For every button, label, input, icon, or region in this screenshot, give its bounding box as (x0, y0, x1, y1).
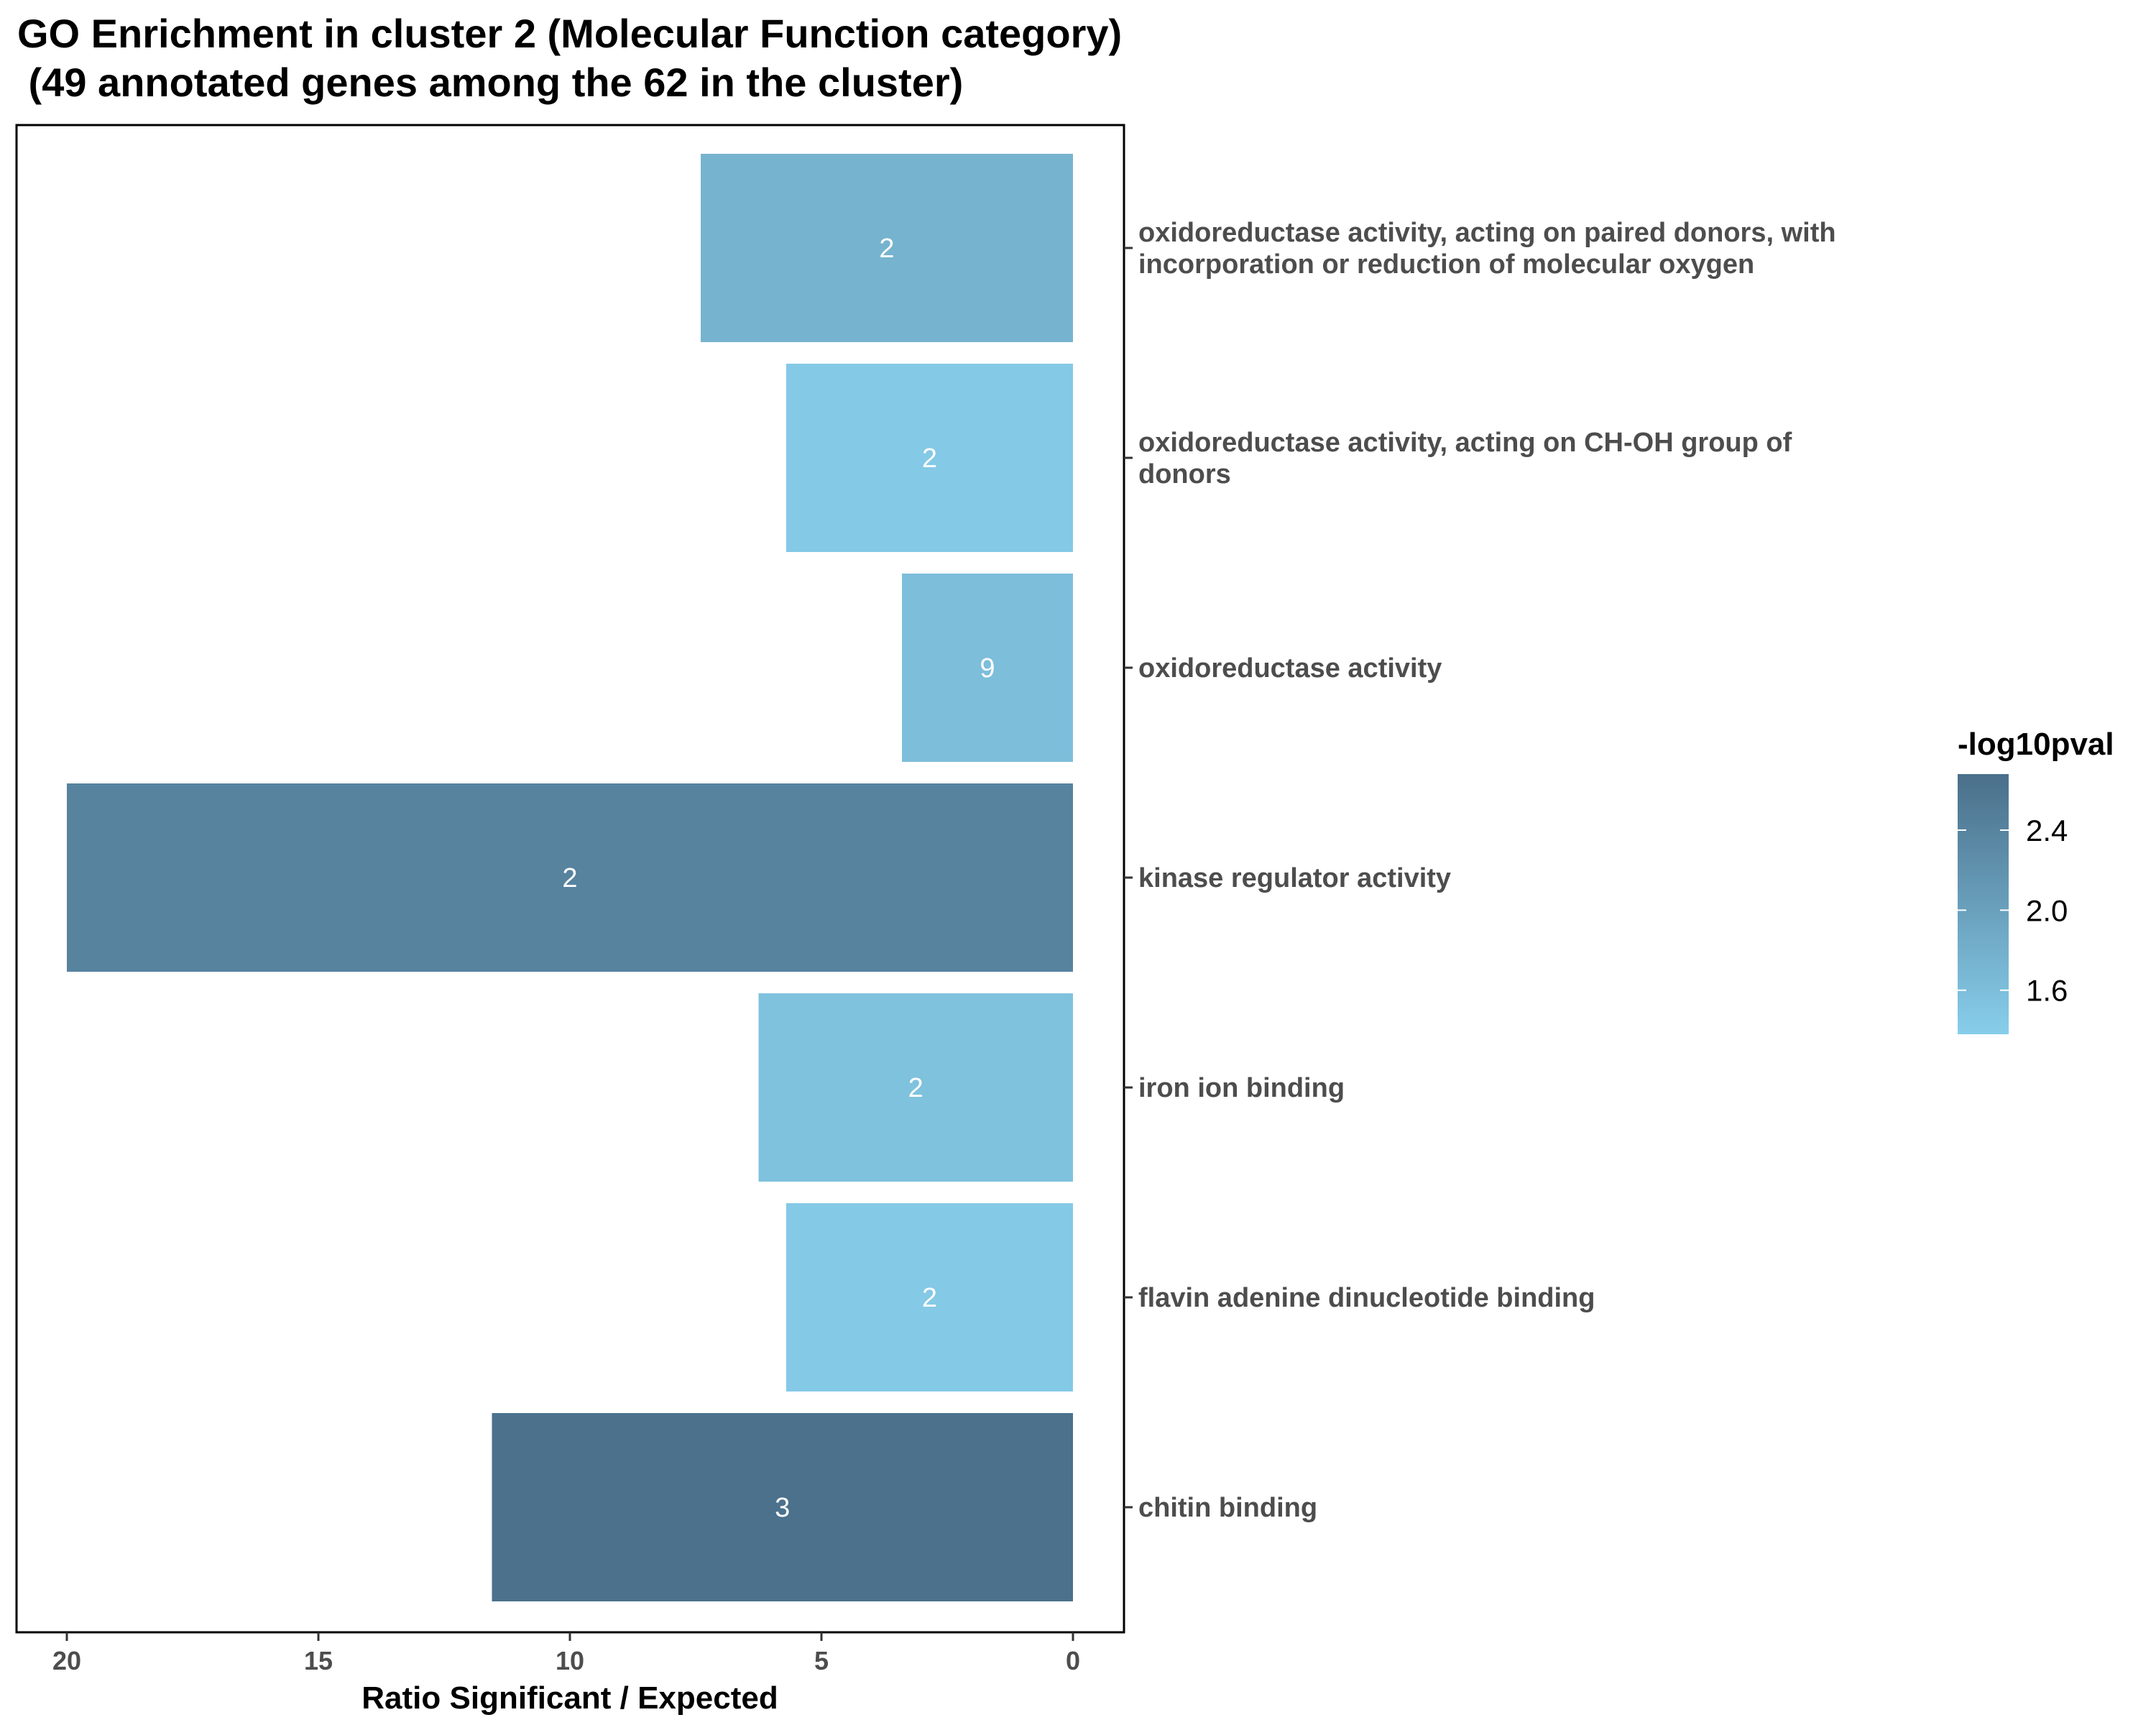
bar-data-label: 9 (980, 653, 995, 684)
x-tick-label: 10 (556, 1646, 584, 1675)
bar (701, 154, 1073, 342)
y-tick-label: kinase regulator activity (1138, 863, 1451, 893)
legend-tick-label: 1.6 (2026, 974, 2068, 1008)
legend-title: -log10pval (1958, 727, 2114, 762)
legend-tick-label: 2.4 (2026, 814, 2068, 847)
bar (67, 783, 1073, 972)
bar (758, 993, 1073, 1182)
bar-data-label: 2 (562, 863, 577, 893)
chart-title-group: GO Enrichment in cluster 2 (Molecular Fu… (17, 11, 1122, 105)
bar (786, 364, 1073, 552)
bar-data-label: 2 (922, 1283, 937, 1313)
bar (492, 1413, 1073, 1601)
y-tick-label: oxidoreductase activity, acting on paire… (1138, 218, 1836, 248)
y-axis-group: oxidoreductase activity, acting on paire… (1124, 218, 1836, 1523)
y-tick-label: chitin binding (1138, 1493, 1317, 1523)
x-axis-group: 20 15 10 5 0 (52, 1632, 1080, 1675)
chart-title-line-1: GO Enrichment in cluster 2 (Molecular Fu… (17, 11, 1122, 56)
x-tick-label: 20 (52, 1646, 81, 1675)
y-tick-label: oxidoreductase activity (1138, 653, 1442, 684)
legend-tick-label: 2.0 (2026, 893, 2068, 927)
y-tick-label: oxidoreductase activity, acting on CH-OH… (1138, 428, 1792, 458)
x-tick-label: 5 (814, 1646, 829, 1675)
x-tick-label: 15 (304, 1646, 333, 1675)
y-tick-label: donors (1138, 459, 1231, 489)
bar-labels-group: 2 2 9 2 2 2 3 (562, 234, 995, 1523)
bar (786, 1203, 1073, 1392)
x-axis-title: Ratio Significant / Expected (361, 1680, 778, 1716)
bar-data-label: 2 (922, 443, 937, 474)
chart-title-line-2: (49 annotated genes among the 62 in the … (17, 60, 963, 105)
y-tick-label: flavin adenine dinucleotide binding (1138, 1283, 1595, 1313)
y-tick-label: incorporation or reduction of molecular … (1138, 249, 1754, 280)
bar-data-label: 2 (879, 234, 894, 264)
legend-ticks: 2.4 2.0 1.6 (1958, 814, 2068, 1008)
legend: -log10pval 2.4 2.0 1.6 (1958, 727, 2114, 1034)
bar-data-label: 2 (908, 1073, 923, 1103)
bars-group (67, 154, 1073, 1601)
legend-colorbar (1958, 774, 2009, 1034)
x-tick-label: 0 (1066, 1646, 1080, 1675)
bar (902, 574, 1073, 762)
y-tick-label: iron ion binding (1138, 1073, 1345, 1103)
bar-data-label: 3 (775, 1493, 790, 1523)
